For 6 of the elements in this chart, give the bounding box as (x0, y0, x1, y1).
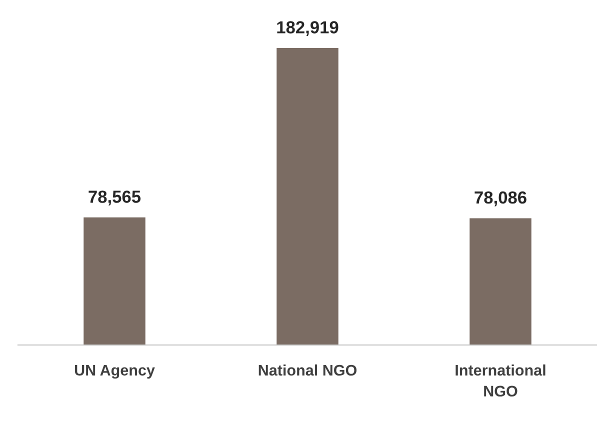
data-label: 78,086 (474, 191, 526, 206)
x-tick-label: International NGO (456, 364, 546, 397)
data-label: 182,919 (277, 21, 338, 36)
data-label: 78,565 (88, 190, 141, 206)
x-tick-label: National NGO (258, 364, 357, 376)
x-tick-label: UN Agency (74, 364, 155, 379)
